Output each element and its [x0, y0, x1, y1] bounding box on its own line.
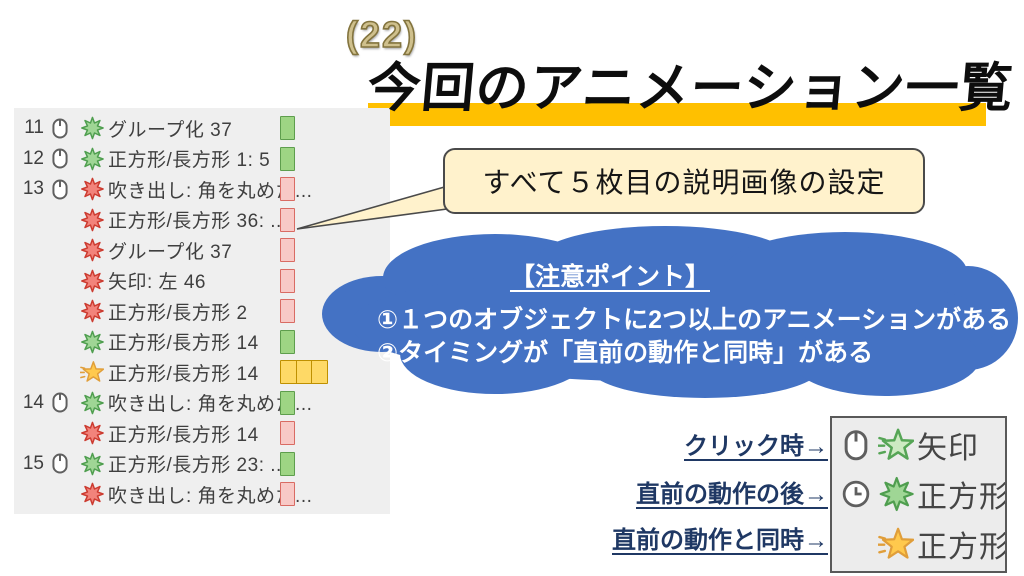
animation-row[interactable]: グループ化 37	[14, 235, 390, 266]
legend-example-label: 正方形	[917, 481, 1005, 515]
clock-icon	[837, 479, 875, 509]
title-highlight-bar	[368, 103, 986, 126]
animation-row[interactable]: 13 吹き出し: 角を丸めた...	[14, 174, 390, 205]
row-label: 正方形/長方形 14	[108, 333, 259, 355]
red-burst-icon	[76, 208, 108, 232]
row-number: 12	[22, 147, 44, 169]
row-label: 吹き出し: 角を丸めた...	[108, 394, 313, 416]
note-cloud-shape	[322, 226, 1018, 398]
mouse-icon	[837, 428, 875, 463]
animation-pane: 11 グループ化 37 12 正方形/長方形 1: 5 13 吹き出し: 角を丸…	[14, 108, 390, 514]
legend-example-label: 正方形	[917, 531, 1005, 565]
animation-row[interactable]: 矢印: 左 46	[14, 266, 390, 297]
gold-star-icon	[76, 360, 108, 384]
animation-row[interactable]: 正方形/長方形 14	[14, 418, 390, 449]
green-burst-icon	[76, 147, 108, 171]
mouse-click-icon	[44, 391, 76, 414]
callout-text: すべて５枚目の説明画像の設定	[482, 167, 886, 198]
timeline-bar[interactable]	[280, 451, 295, 476]
note-point-2: ②タイミングが「直前の動作と同時」がある	[377, 339, 874, 367]
timeline-bar[interactable]	[280, 360, 328, 384]
note-point-1: ①１つのオブジェクトに2つ以上のアニメーションがある	[377, 306, 1012, 334]
row-label: 正方形/長方形 23: ...	[108, 455, 288, 477]
animation-row[interactable]: 正方形/長方形 36: ...	[14, 205, 390, 236]
legend-example-row: 正方形	[832, 520, 1005, 568]
timeline-bar[interactable]	[280, 329, 295, 354]
animation-row[interactable]: 11 グループ化 37	[14, 113, 390, 144]
timeline-bar[interactable]	[280, 421, 295, 445]
legend-example-box: 矢印 正方形 正方形	[830, 416, 1007, 573]
row-label: 正方形/長方形 36: ...	[108, 211, 288, 233]
red-burst-icon	[76, 299, 108, 323]
red-burst-icon	[76, 421, 108, 445]
timeline-bar[interactable]	[280, 146, 295, 171]
timeline-bar[interactable]	[280, 238, 295, 262]
gold-star-icon	[875, 526, 917, 562]
note-heading: 【注意ポイント】	[509, 263, 710, 291]
legend-label-after-previous: 直前の動作の後→	[636, 481, 828, 508]
row-label: 正方形/長方形 14	[108, 424, 259, 446]
green-burst-icon	[76, 391, 108, 415]
mouse-click-icon	[44, 452, 76, 475]
timeline-bar[interactable]	[280, 116, 295, 140]
row-number: 14	[22, 391, 44, 413]
green-burst-icon	[76, 116, 108, 140]
row-label: グループ化 37	[108, 119, 233, 141]
green-star-icon	[875, 427, 917, 463]
slide-title: 今回のアニメーション一覧	[365, 59, 1017, 118]
legend-example-label: 矢印	[917, 431, 979, 465]
timeline-bar[interactable]	[280, 207, 295, 232]
green-burst-icon	[76, 452, 108, 476]
timeline-bar[interactable]	[280, 390, 295, 415]
row-number: 13	[22, 178, 44, 200]
animation-row[interactable]: 吹き出し: 角を丸めた...	[14, 479, 390, 510]
legend-label-on-click: クリック時→	[684, 433, 828, 460]
mouse-click-icon	[44, 117, 76, 140]
legend-label-with-previous: 直前の動作と同時→	[612, 527, 828, 554]
green-burst-icon	[875, 476, 917, 512]
red-burst-icon	[76, 177, 108, 201]
row-label: 吹き出し: 角を丸めた...	[108, 485, 313, 507]
animation-row[interactable]: 15 正方形/長方形 23: ...	[14, 449, 390, 480]
animation-row[interactable]: 正方形/長方形 2	[14, 296, 390, 327]
page-number: (22)	[345, 13, 419, 56]
row-label: 正方形/長方形 1: 5	[108, 150, 271, 172]
row-label: 正方形/長方形 2	[108, 302, 248, 324]
green-burst-icon	[76, 330, 108, 354]
row-label: 正方形/長方形 14	[108, 363, 259, 385]
timeline-bar[interactable]	[280, 177, 295, 201]
timeline-bar[interactable]	[280, 482, 295, 506]
legend-example-row: 正方形	[832, 470, 1005, 518]
animation-row[interactable]: 正方形/長方形 14	[14, 357, 390, 388]
animation-row[interactable]: 12 正方形/長方形 1: 5	[14, 144, 390, 175]
red-burst-icon	[76, 238, 108, 262]
row-number: 11	[24, 117, 44, 139]
timeline-bar[interactable]	[280, 299, 295, 323]
legend-example-row: 矢印	[832, 421, 1005, 469]
timeline-bar[interactable]	[280, 268, 295, 293]
red-burst-icon	[76, 269, 108, 293]
row-label: グループ化 37	[108, 241, 233, 263]
row-label: 吹き出し: 角を丸めた...	[108, 180, 313, 202]
row-label: 矢印: 左 46	[108, 272, 206, 294]
red-burst-icon	[76, 482, 108, 506]
row-number: 15	[22, 452, 44, 474]
animation-row[interactable]: 14 吹き出し: 角を丸めた...	[14, 388, 390, 419]
mouse-click-icon	[44, 178, 76, 201]
animation-row[interactable]: 正方形/長方形 14	[14, 327, 390, 358]
callout-bubble: すべて５枚目の説明画像の設定	[443, 148, 925, 214]
mouse-click-icon	[44, 147, 76, 170]
